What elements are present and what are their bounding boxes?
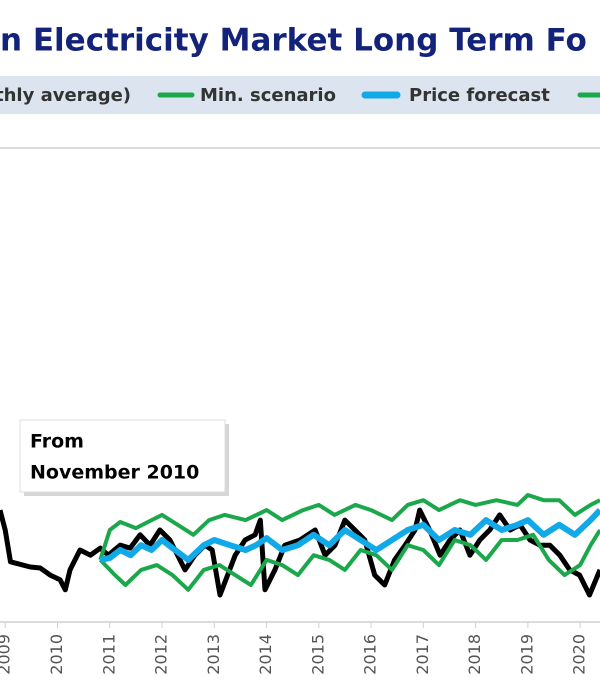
x-tick-label: 2018 xyxy=(465,634,484,675)
series-line xyxy=(0,507,600,598)
x-tick-label: 2014 xyxy=(256,634,275,675)
x-tick-label: 2013 xyxy=(204,634,223,675)
x-tick-label: 2011 xyxy=(99,634,118,675)
x-tick-label: 2015 xyxy=(308,634,327,675)
legend-label: Price forecast xyxy=(409,85,550,106)
legend-label: thly average) xyxy=(0,85,131,106)
legend-label: Min. scenario xyxy=(200,85,336,106)
annotation-text: November 2010 xyxy=(30,462,199,484)
x-tick-label: 2012 xyxy=(152,634,171,675)
x-tick-label: 2010 xyxy=(47,634,66,675)
series-line xyxy=(99,508,600,563)
x-tick-label: 2017 xyxy=(413,634,432,675)
x-tick-label: 2009 xyxy=(0,634,14,675)
series-line xyxy=(98,493,600,561)
annotation: From November 2010 xyxy=(19,419,229,496)
annotation-box xyxy=(19,419,226,493)
chart-title: n Electricity Market Long Term Fo xyxy=(0,23,587,59)
annotation-text: From xyxy=(30,431,84,453)
x-tick-label: 2019 xyxy=(517,634,536,675)
x-tick-label: 2020 xyxy=(570,634,589,675)
legend-band xyxy=(0,76,600,114)
plot xyxy=(0,493,600,598)
series-line xyxy=(98,528,600,592)
x-tick-label: 2016 xyxy=(361,634,380,675)
